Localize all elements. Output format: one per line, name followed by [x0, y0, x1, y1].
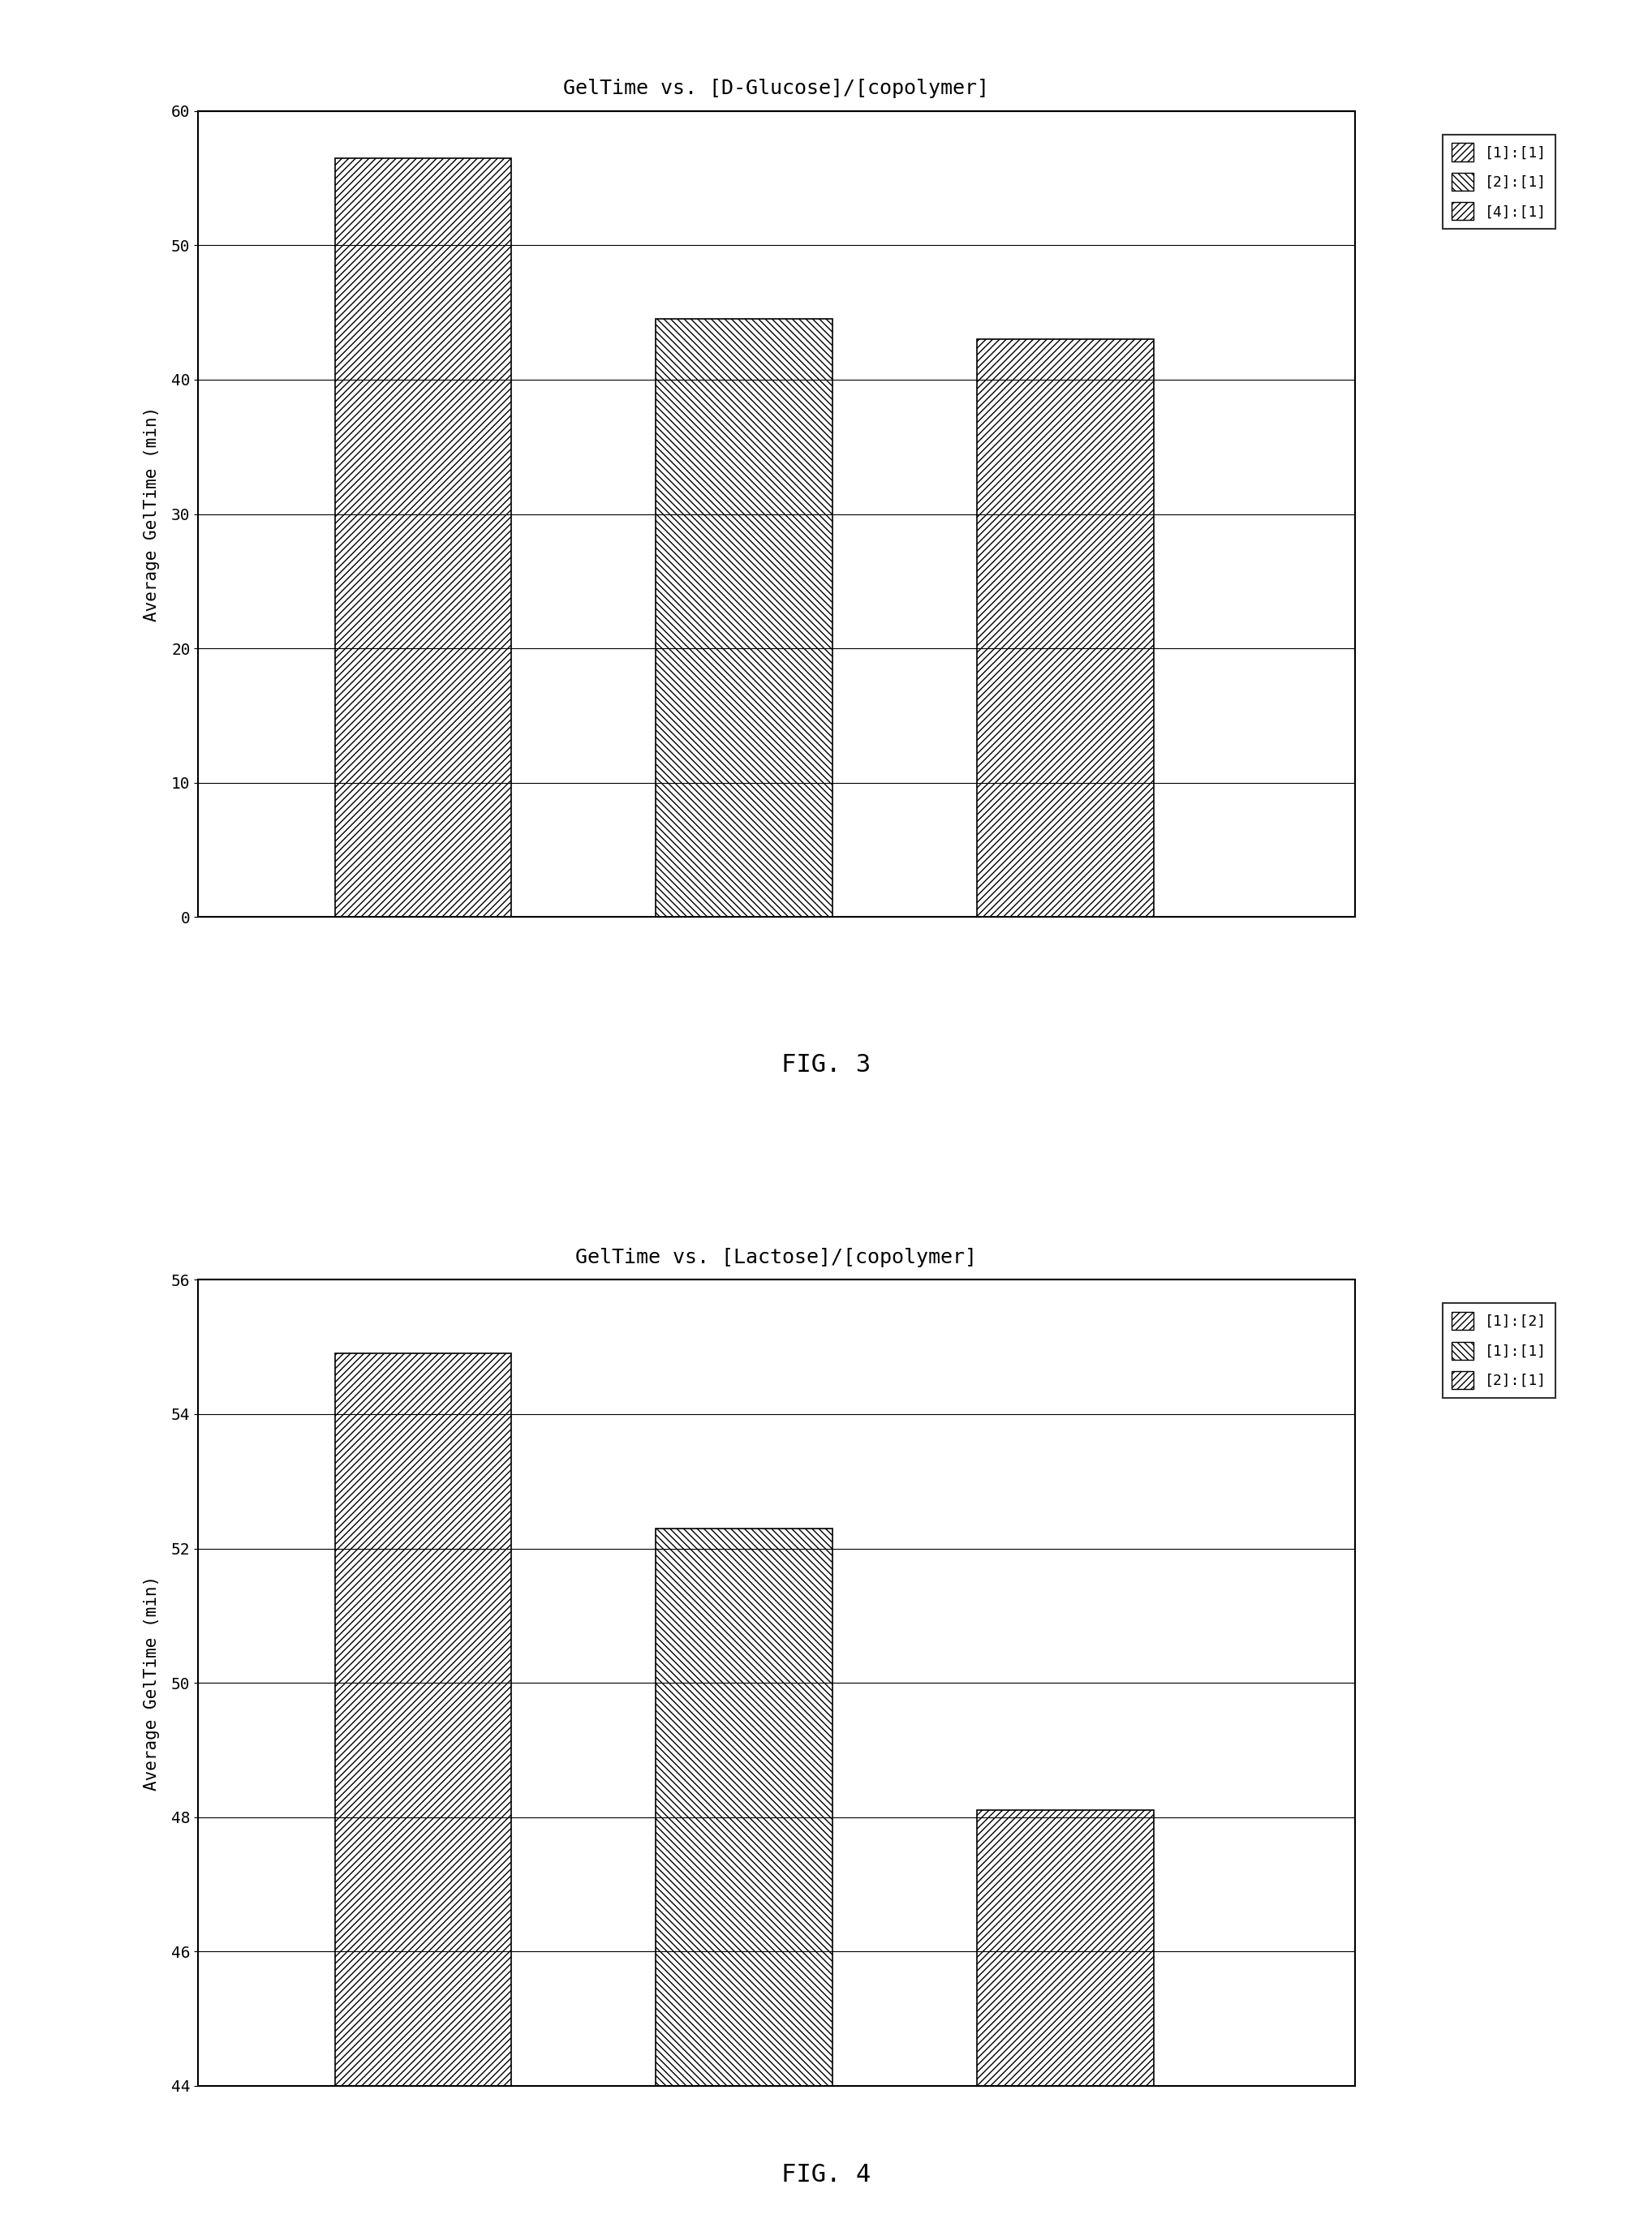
Text: FIG. 4: FIG. 4: [781, 2164, 871, 2186]
Legend: [1]:[1], [2]:[1], [4]:[1]: [1]:[1], [2]:[1], [4]:[1]: [1442, 135, 1556, 229]
Y-axis label: Average GelTime (min): Average GelTime (min): [144, 1575, 160, 1791]
Title: GelTime vs. [D-Glucose]/[copolymer]: GelTime vs. [D-Glucose]/[copolymer]: [563, 78, 990, 98]
Bar: [656, 1529, 833, 2086]
Title: GelTime vs. [Lactose]/[copolymer]: GelTime vs. [Lactose]/[copolymer]: [575, 1247, 978, 1267]
Bar: [978, 1811, 1153, 2086]
Bar: [335, 1354, 512, 2086]
Bar: [335, 158, 512, 916]
Y-axis label: Average GelTime (min): Average GelTime (min): [144, 406, 160, 621]
Bar: [656, 320, 833, 916]
Text: FIG. 3: FIG. 3: [781, 1054, 871, 1076]
Bar: [978, 340, 1153, 916]
Legend: [1]:[2], [1]:[1], [2]:[1]: [1]:[2], [1]:[1], [2]:[1]: [1442, 1303, 1556, 1398]
